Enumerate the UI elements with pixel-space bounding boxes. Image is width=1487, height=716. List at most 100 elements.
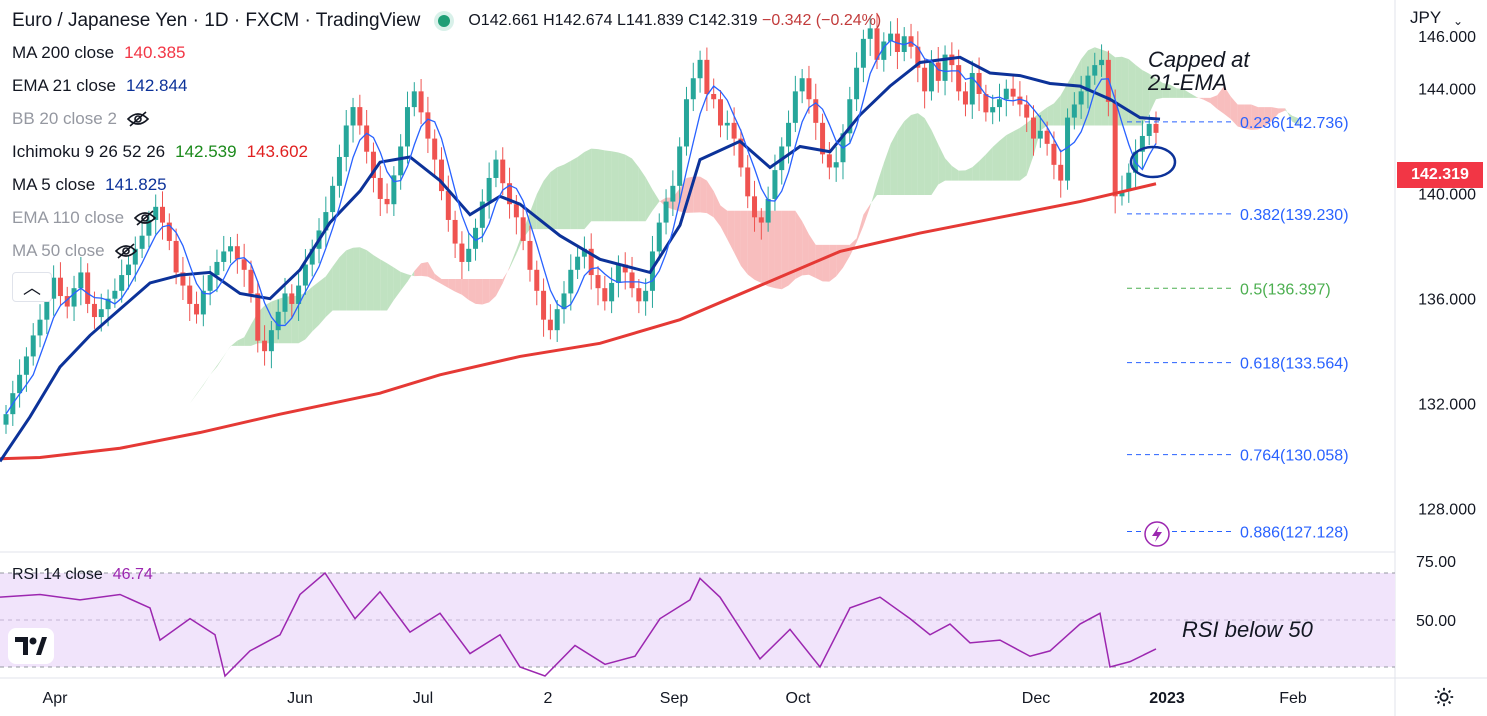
candle-body: [228, 246, 234, 252]
candle-body: [500, 159, 506, 184]
candle-body: [275, 311, 281, 331]
indicator-row[interactable]: MA 50 close: [12, 234, 881, 267]
currency-label[interactable]: JPY: [1410, 8, 1442, 27]
cloud-segment: [1217, 86, 1225, 114]
cloud-segment: [693, 176, 701, 213]
cloud-segment: [856, 214, 864, 243]
candle-body: [636, 288, 642, 302]
candle-body: [125, 264, 131, 276]
cloud-segment: [911, 113, 918, 196]
candle-body: [234, 246, 240, 260]
candle-body: [561, 293, 567, 310]
candle-body: [541, 290, 547, 320]
indicator-row[interactable]: EMA 110 close: [12, 201, 881, 234]
eye-hidden-icon[interactable]: [114, 242, 137, 259]
cloud-segment: [312, 281, 320, 332]
time-tick-label: Jul: [413, 690, 433, 707]
ema21-line: [0, 55, 1161, 463]
candle-body: [85, 272, 91, 304]
candle-body: [452, 219, 458, 244]
cloud-segment: [1006, 131, 1014, 181]
candle-body: [153, 206, 159, 220]
cloud-segment: [509, 249, 517, 269]
eye-hidden-icon[interactable]: [126, 110, 149, 127]
cloud-segment: [754, 210, 762, 283]
cloud-segment: [468, 279, 476, 304]
candle-body: [296, 285, 302, 304]
fib-level-label: 0.5(136.397): [1240, 281, 1331, 298]
price-axis: 128.000 132.000 136.000 140.000 144.000 146.0…: [1416, 29, 1476, 630]
cloud-segment: [897, 121, 905, 196]
candle-body: [813, 99, 819, 123]
candle-body: [1065, 117, 1071, 181]
time-axis: Apr Jun Jul 2 Sep Oct Dec 2023 Feb: [43, 690, 1307, 707]
candle-body: [704, 59, 710, 94]
chevron-down-icon[interactable]: ⌄: [1453, 14, 1464, 28]
candle-body: [772, 170, 778, 199]
candle-body: [139, 235, 145, 249]
cloud-segment: [958, 170, 966, 181]
cloud-segment: [216, 356, 224, 367]
cloud-segment: [863, 204, 871, 226]
candle-body: [874, 28, 880, 60]
candle-body: [98, 309, 104, 318]
cloud-segment: [495, 279, 503, 297]
cloud-segment: [475, 279, 483, 305]
fibonacci-levels: 0.236(142.736) 0.382(139.230) 0.5(136.397)…: [1127, 115, 1349, 542]
eye-hidden-icon[interactable]: [134, 209, 157, 226]
rsi-tick-label: 75.00: [1416, 554, 1456, 571]
gear-icon[interactable]: [1433, 686, 1455, 708]
candle-body: [357, 107, 363, 126]
candle-body: [1010, 88, 1016, 97]
cloud-segment: [563, 160, 571, 230]
flash-icon[interactable]: [1144, 521, 1170, 547]
cloud-segment: [489, 279, 496, 303]
candle-body: [173, 240, 179, 273]
candle-body: [752, 196, 758, 218]
indicator-row[interactable]: MA 200 close 140.385: [12, 36, 881, 69]
candle-body: [1051, 143, 1057, 165]
indicator-value: 141.825: [105, 175, 167, 194]
indicator-label: MA 5 close: [12, 175, 96, 194]
candle-body: [962, 91, 968, 105]
cloud-segment: [713, 191, 721, 227]
candle-body: [724, 122, 730, 126]
candle-body: [656, 222, 662, 252]
ichimoku-cloud: [182, 47, 1299, 415]
cloud-segment: [550, 167, 558, 230]
tradingview-logo-icon[interactable]: [8, 628, 54, 664]
price-tick-label: 132.000: [1418, 397, 1476, 414]
cloud-segment: [985, 146, 993, 181]
cloud-segment: [319, 276, 326, 325]
candle-body: [568, 269, 574, 294]
candle-body: [1071, 104, 1077, 118]
candle-body: [459, 243, 465, 262]
indicator-label: Ichimoku 9 26 52 26: [12, 142, 166, 161]
collapse-legend-button[interactable]: ︿: [12, 272, 52, 302]
indicator-row[interactable]: MA 5 close 141.825: [12, 168, 881, 201]
candle-body: [1078, 91, 1084, 105]
candle-body: [602, 288, 608, 302]
cloud-segment: [1019, 123, 1027, 181]
candle-body: [439, 159, 445, 192]
indicator-row[interactable]: Ichimoku 9 26 52 26 142.539 143.602: [12, 135, 881, 168]
cloud-segment: [196, 384, 204, 395]
indicator-row[interactable]: BB 20 close 2: [12, 102, 881, 135]
candle-body: [302, 264, 308, 286]
cloud-segment: [734, 210, 741, 266]
symbol-title[interactable]: Euro / Japanese Yen · 1D · FXCM · Tradin…: [12, 10, 421, 31]
price-tick-label: 136.000: [1418, 292, 1476, 309]
indicator-row[interactable]: EMA 21 close 142.844: [12, 69, 881, 102]
candle-body: [323, 212, 329, 231]
candle-body: [194, 303, 200, 315]
candle-body: [847, 99, 853, 134]
cloud-segment: [1258, 107, 1265, 130]
candle-body: [765, 198, 771, 223]
cloud-segment: [815, 244, 823, 282]
rsi-tick-label: 50.00: [1416, 613, 1456, 630]
candle-body: [37, 319, 43, 336]
indicator-list: MA 200 close 140.385 EMA 21 close 142.844 BB…: [12, 36, 881, 267]
rsi-label[interactable]: RSI 14 close: [12, 566, 103, 583]
candle-body: [479, 201, 485, 228]
